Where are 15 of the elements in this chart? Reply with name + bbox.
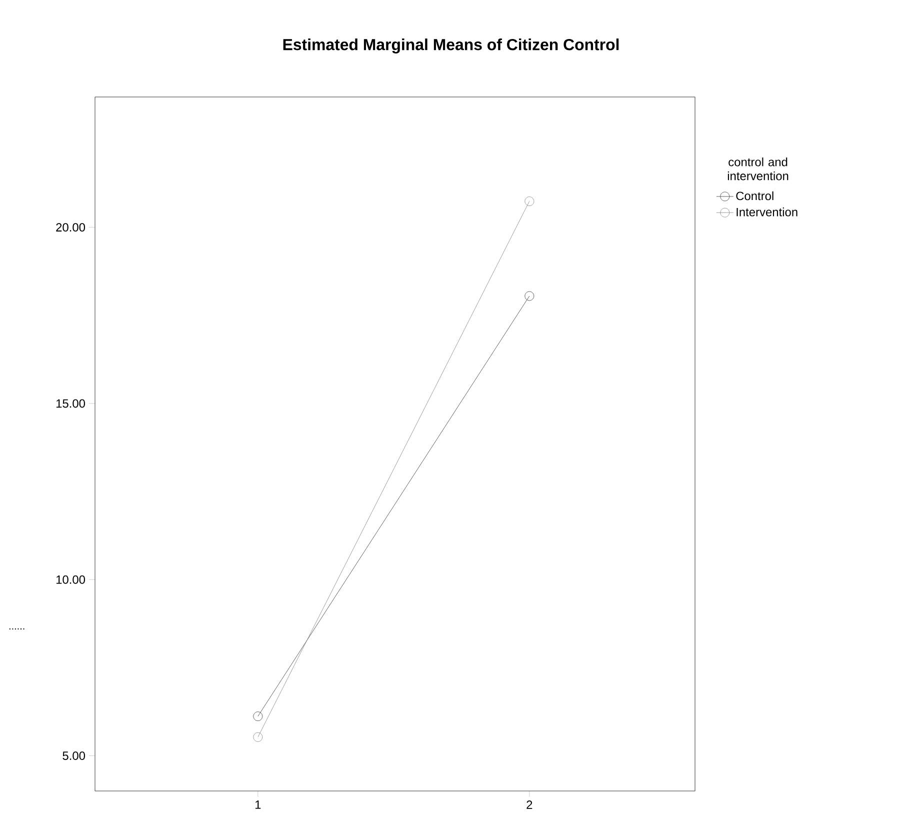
x-tick-label: 1 — [255, 800, 261, 809]
point — [253, 712, 263, 721]
point — [524, 196, 534, 206]
y-tick-label: 15.00 — [56, 399, 86, 408]
y-tick-label: 20.00 — [56, 223, 86, 232]
chart-title: Estimated Marginal Means of Citizen Control — [283, 38, 619, 54]
point — [524, 291, 534, 301]
y-axis-title: ...... — [9, 628, 24, 630]
y-tick-label: 10.00 — [56, 575, 86, 584]
y-tick-label: 5.00 — [62, 752, 86, 760]
point — [253, 732, 263, 742]
legend-label: Control — [736, 191, 774, 200]
x-tick-label: 2 — [526, 800, 532, 809]
legend-title: control and intervention — [728, 157, 788, 180]
legend-label: Intervention — [736, 208, 798, 216]
